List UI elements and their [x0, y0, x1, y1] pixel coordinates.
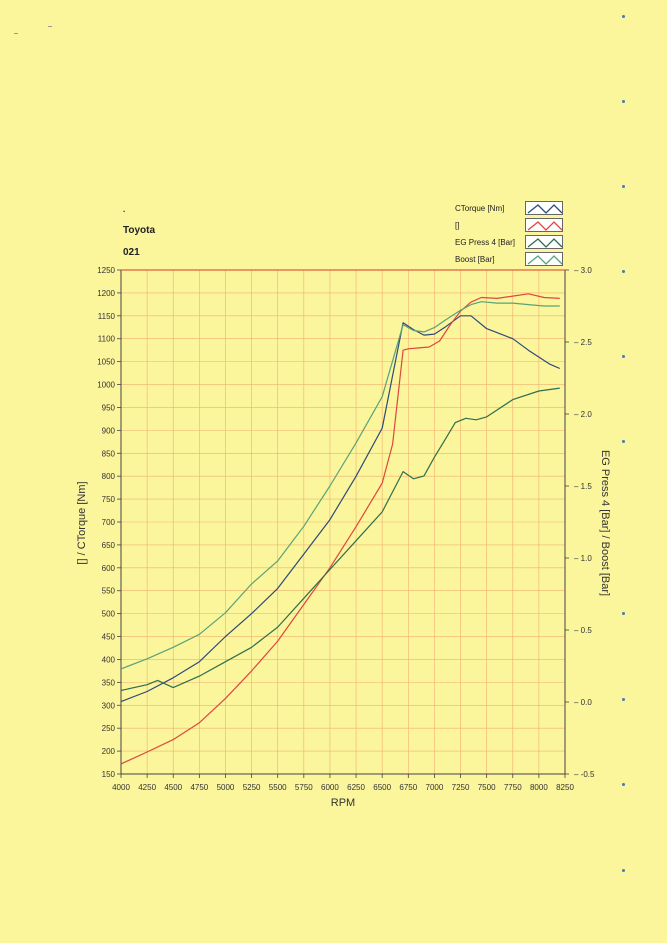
x-tick-label: 5000 [217, 783, 235, 792]
y-tick-label-right: – 2.5 [574, 338, 592, 347]
y-tick-label-left: 1150 [98, 312, 116, 321]
scan-dot [622, 783, 625, 786]
y-tick-label-left: 1000 [97, 381, 115, 390]
legend-swatch [525, 252, 563, 266]
grid-lines [120, 269, 566, 775]
x-tick-label: 7250 [452, 783, 470, 792]
y-tick-label-left: 1250 [97, 266, 115, 275]
legend-label: [] [455, 220, 460, 230]
y-tick-label-right: – 0.0 [574, 698, 592, 707]
y-tick-label-left: 200 [102, 747, 116, 756]
header-dot: . [123, 205, 126, 214]
y-tick-label-left: 650 [102, 541, 116, 550]
scan-dot [622, 612, 625, 615]
scan-dot [622, 869, 625, 872]
header-make: Toyota [123, 225, 156, 236]
legend-item-ctorque: CTorque [Nm] [455, 201, 563, 215]
series-line-1 [120, 293, 560, 765]
x-tick-label: 5750 [295, 783, 313, 792]
y-tick-label-left: 450 [102, 633, 116, 642]
y-tick-label-left: 750 [102, 495, 116, 504]
y-tick-label-left: 1100 [98, 335, 116, 344]
axes: 4000 4250 4500 4750 5000 5250 5500 5750 6000 6250… [97, 266, 595, 792]
scan-speck [48, 26, 52, 27]
y-axis-label-right: EG Press 4 [Bar] / Boost [Bar] [599, 450, 611, 596]
scan-dot [622, 185, 625, 188]
y-tick-label-left: 250 [102, 724, 116, 733]
y-tick-label-left: 800 [102, 472, 116, 481]
y-tick-label-left: 950 [102, 403, 116, 412]
x-tick-label: 6000 [321, 783, 339, 792]
y-tick-label-left: 350 [102, 678, 116, 687]
x-tick-label: 5250 [243, 783, 261, 792]
y-tick-label-right: – 1.0 [574, 554, 592, 563]
y-tick-label-left: 1200 [97, 289, 115, 298]
axis-labels: RPM [] / CTorque [Nm] EG Press 4 [Bar] /… [76, 450, 611, 809]
y-tick-label-right: – -0.5 [574, 770, 595, 779]
legend-swatch [525, 235, 563, 249]
y-tick-label-left: 300 [102, 701, 116, 710]
legend-item-boost: Boost [Bar] [455, 252, 563, 266]
series-lines [120, 293, 561, 765]
header-code: 021 [123, 247, 140, 258]
x-tick-label: 8000 [530, 783, 548, 792]
x-tick-label: 5500 [269, 783, 287, 792]
y-tick-label-left: 850 [102, 449, 116, 458]
legend-item-eg-press: EG Press 4 [Bar] [455, 235, 563, 249]
scan-dot [622, 270, 625, 273]
scan-dot [622, 100, 625, 103]
series-line-2 [120, 387, 560, 692]
x-tick-label: 7000 [426, 783, 444, 792]
series-line-0 [120, 315, 561, 703]
x-tick-label: 6750 [399, 783, 417, 792]
legend-label: EG Press 4 [Bar] [455, 237, 516, 247]
y-tick-label-left: 500 [102, 610, 116, 619]
x-tick-label: 4500 [164, 783, 182, 792]
legend-swatch [525, 218, 563, 232]
y-tick-label-left: 400 [102, 655, 116, 664]
x-tick-label: 4250 [138, 783, 156, 792]
x-tick-label: 4000 [112, 783, 130, 792]
x-tick-label: 6500 [373, 783, 391, 792]
y-tick-label-left: 600 [102, 564, 116, 573]
legend-label: Boost [Bar] [455, 254, 495, 264]
y-tick-label-right: – 3.0 [574, 266, 592, 275]
scan-dot [622, 355, 625, 358]
x-axis-label: RPM [331, 797, 355, 809]
y-tick-label-right: – 2.0 [574, 410, 592, 419]
scan-dot [622, 15, 625, 18]
scan-dot [622, 440, 625, 443]
y-tick-label-right: – 1.5 [574, 482, 592, 491]
legend-label: CTorque [Nm] [455, 203, 505, 213]
x-tick-label: 7500 [478, 783, 496, 792]
x-tick-label: 4750 [190, 783, 208, 792]
series-line-3 [120, 301, 560, 670]
legend-item-blank: [] [455, 218, 563, 232]
y-tick-label-left: 550 [102, 587, 116, 596]
y-tick-label-left: 1050 [97, 358, 115, 367]
y-tick-label-right: – 0.5 [574, 626, 592, 635]
legend-swatch [525, 201, 563, 215]
scan-speck [14, 33, 18, 34]
y-tick-label-left: 700 [102, 518, 116, 527]
y-tick-label-left: 150 [102, 770, 116, 779]
y-tick-label-left: 900 [102, 426, 116, 435]
y-axis-label-left: [] / CTorque [Nm] [76, 481, 88, 564]
x-tick-label: 7750 [504, 783, 522, 792]
scan-dot [622, 698, 625, 701]
x-tick-label: 8250 [556, 783, 574, 792]
x-tick-label: 6250 [347, 783, 365, 792]
